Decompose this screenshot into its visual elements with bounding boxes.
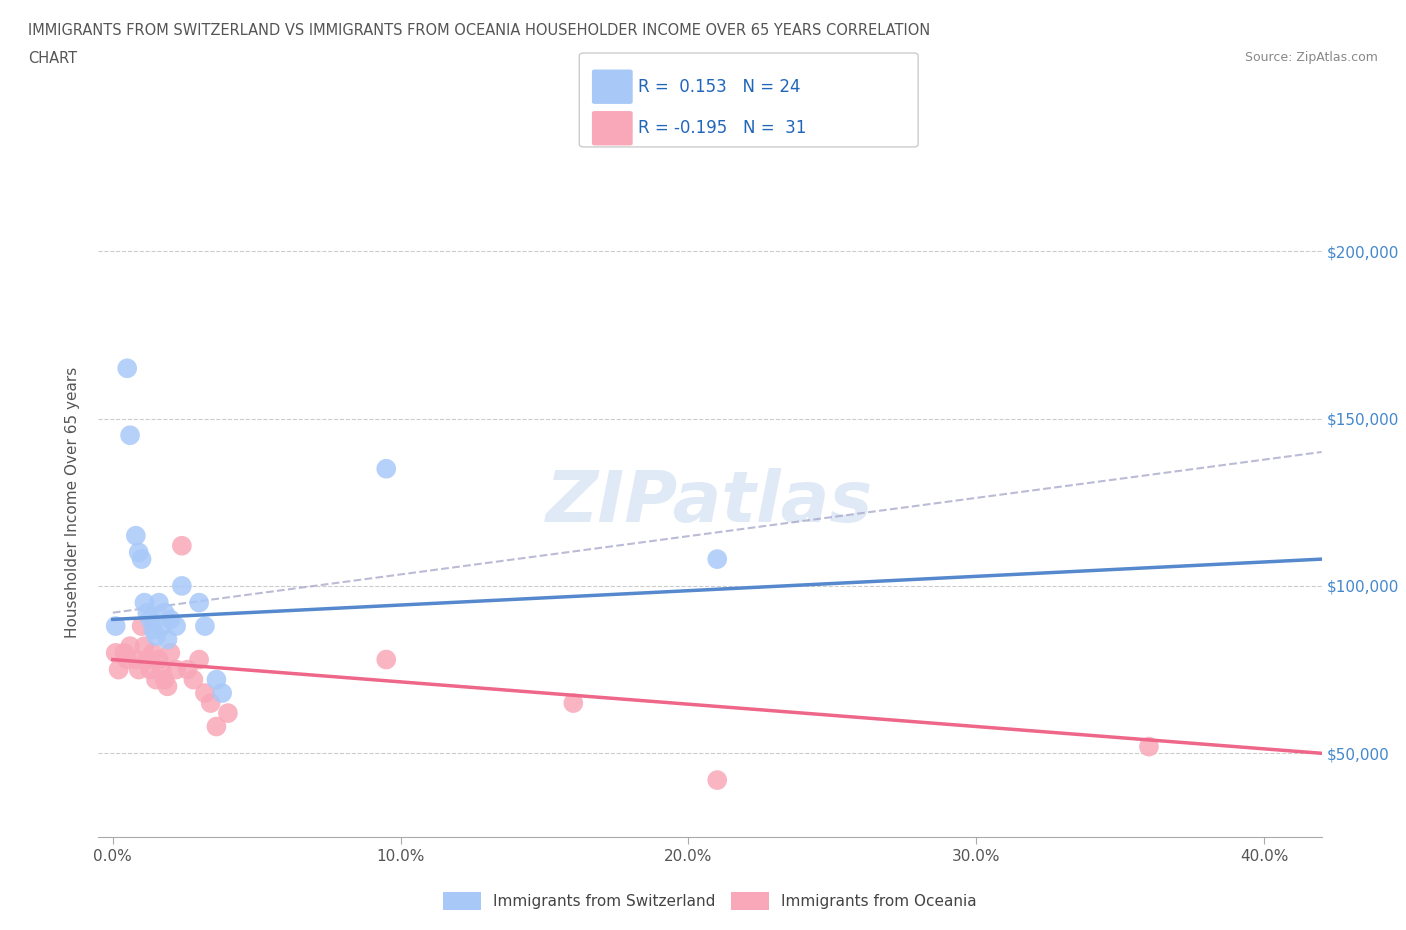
Point (183, 672, 205, 687)
Point (115, 652, 138, 667)
Text: IMMIGRANTS FROM SWITZERLAND VS IMMIGRANTS FROM OCEANIA HOUSEHOLDER INCOME OVER 6: IMMIGRANTS FROM SWITZERLAND VS IMMIGRANT… (28, 23, 931, 38)
Point (165, 662, 187, 677)
Point (153, 672, 176, 687)
Point (125, 652, 148, 667)
Point (148, 595, 170, 610)
Point (131, 551, 153, 566)
Y-axis label: Householder Income Over 65 years: Householder Income Over 65 years (65, 366, 80, 638)
Point (188, 595, 211, 610)
Point (134, 595, 156, 610)
Text: ZIPatlas: ZIPatlas (547, 468, 873, 537)
Point (145, 629, 167, 644)
Point (125, 528, 148, 543)
Point (136, 605, 159, 620)
Point (131, 618, 153, 633)
Point (139, 662, 162, 677)
Point (128, 545, 150, 560)
Point (170, 538, 193, 553)
Point (107, 662, 129, 677)
Point (375, 652, 398, 667)
Point (706, 773, 728, 788)
Point (170, 578, 193, 593)
Point (139, 612, 162, 627)
Text: R = -0.195   N =  31: R = -0.195 N = 31 (638, 119, 807, 138)
Text: Source: ZipAtlas.com: Source: ZipAtlas.com (1244, 51, 1378, 64)
Point (211, 685, 233, 700)
Point (150, 662, 173, 677)
Point (217, 706, 239, 721)
Point (142, 622, 165, 637)
Point (194, 685, 217, 700)
Point (148, 652, 170, 667)
Text: R =  0.153   N = 24: R = 0.153 N = 24 (638, 78, 801, 96)
Point (128, 662, 150, 677)
Point (205, 719, 228, 734)
Point (205, 672, 228, 687)
Point (156, 679, 179, 694)
Point (145, 672, 167, 687)
Point (104, 618, 127, 633)
Point (150, 618, 173, 633)
Point (142, 645, 165, 660)
Point (176, 662, 198, 677)
Point (1137, 739, 1160, 754)
Point (165, 618, 187, 633)
Point (159, 612, 181, 627)
Point (115, 361, 138, 376)
Point (562, 696, 585, 711)
Text: CHART: CHART (28, 51, 77, 66)
Point (706, 551, 728, 566)
Point (120, 639, 142, 654)
Point (188, 652, 211, 667)
Point (156, 632, 179, 647)
Point (375, 461, 398, 476)
Point (136, 652, 159, 667)
Legend: Immigrants from Switzerland, Immigrants from Oceania: Immigrants from Switzerland, Immigrants … (437, 885, 983, 916)
Point (134, 639, 156, 654)
Point (120, 428, 142, 443)
Point (200, 696, 222, 711)
Point (153, 605, 176, 620)
Point (112, 645, 135, 660)
Point (194, 618, 217, 633)
Point (159, 645, 181, 660)
Point (104, 645, 127, 660)
